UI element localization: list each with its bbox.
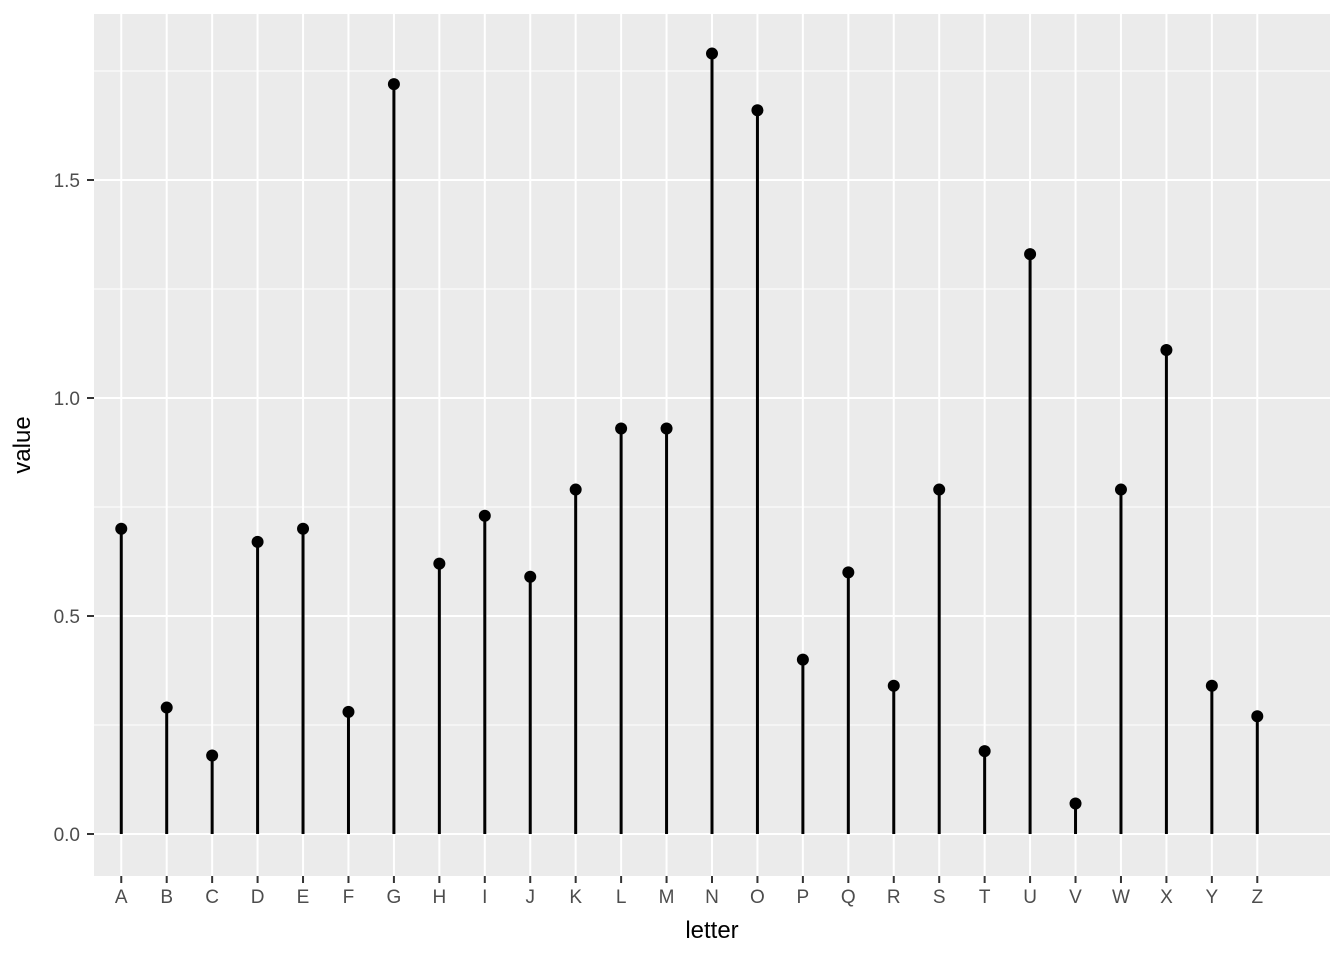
- point-L: [615, 422, 628, 435]
- point-J: [524, 570, 537, 583]
- x-tick-label-Y: Y: [1206, 887, 1219, 908]
- point-G: [387, 78, 400, 91]
- x-tick-label-M: M: [659, 887, 675, 908]
- point-A: [115, 522, 128, 535]
- x-tick-label-O: O: [750, 887, 765, 908]
- point-W: [1114, 483, 1127, 496]
- x-tick-label-R: R: [887, 887, 901, 908]
- point-K: [569, 483, 582, 496]
- point-M: [660, 422, 673, 435]
- point-P: [796, 653, 809, 666]
- x-tick-label-Z: Z: [1251, 887, 1263, 908]
- point-H: [433, 557, 446, 570]
- x-tick-label-S: S: [933, 887, 946, 908]
- x-tick-label-E: E: [297, 887, 310, 908]
- point-V: [1069, 797, 1082, 810]
- point-B: [160, 701, 173, 714]
- point-N: [706, 47, 718, 60]
- x-tick-label-P: P: [797, 887, 810, 908]
- x-tick-label-B: B: [160, 887, 173, 908]
- x-tick-label-K: K: [569, 887, 582, 908]
- point-U: [1024, 248, 1037, 261]
- point-R: [887, 679, 900, 692]
- point-F: [342, 705, 355, 718]
- point-X: [1160, 344, 1173, 357]
- x-tick-label-I: I: [482, 887, 487, 908]
- point-Q: [842, 566, 855, 579]
- x-tick-label-V: V: [1069, 887, 1082, 908]
- y-tick-label: 0.5: [54, 607, 80, 628]
- point-E: [297, 522, 310, 535]
- point-O: [751, 104, 764, 117]
- x-axis-title: letter: [685, 917, 738, 944]
- y-tick-label: 1.5: [54, 171, 80, 192]
- x-tick-label-U: U: [1023, 887, 1037, 908]
- x-tick-label-W: W: [1112, 887, 1130, 908]
- x-tick-label-T: T: [979, 887, 991, 908]
- x-tick-label-L: L: [616, 887, 627, 908]
- y-axis-title: value: [9, 416, 36, 473]
- x-tick-label-H: H: [432, 887, 446, 908]
- x-tick-label-D: D: [251, 887, 265, 908]
- x-tick-label-F: F: [343, 887, 355, 908]
- point-I: [478, 509, 491, 522]
- x-tick-label-G: G: [387, 887, 402, 908]
- x-tick-label-C: C: [205, 887, 219, 908]
- point-S: [933, 483, 946, 496]
- x-tick-label-A: A: [115, 887, 128, 908]
- y-tick-label: 1.0: [54, 389, 80, 410]
- y-tick-label: 0.0: [54, 825, 80, 846]
- point-Z: [1251, 710, 1264, 723]
- x-tick-label-X: X: [1160, 887, 1173, 908]
- point-C: [206, 749, 219, 762]
- point-D: [251, 535, 264, 548]
- x-tick-label-N: N: [705, 887, 719, 908]
- x-tick-label-Q: Q: [841, 887, 856, 908]
- point-Y: [1205, 679, 1218, 692]
- point-T: [978, 745, 991, 758]
- x-tick-label-J: J: [525, 887, 535, 908]
